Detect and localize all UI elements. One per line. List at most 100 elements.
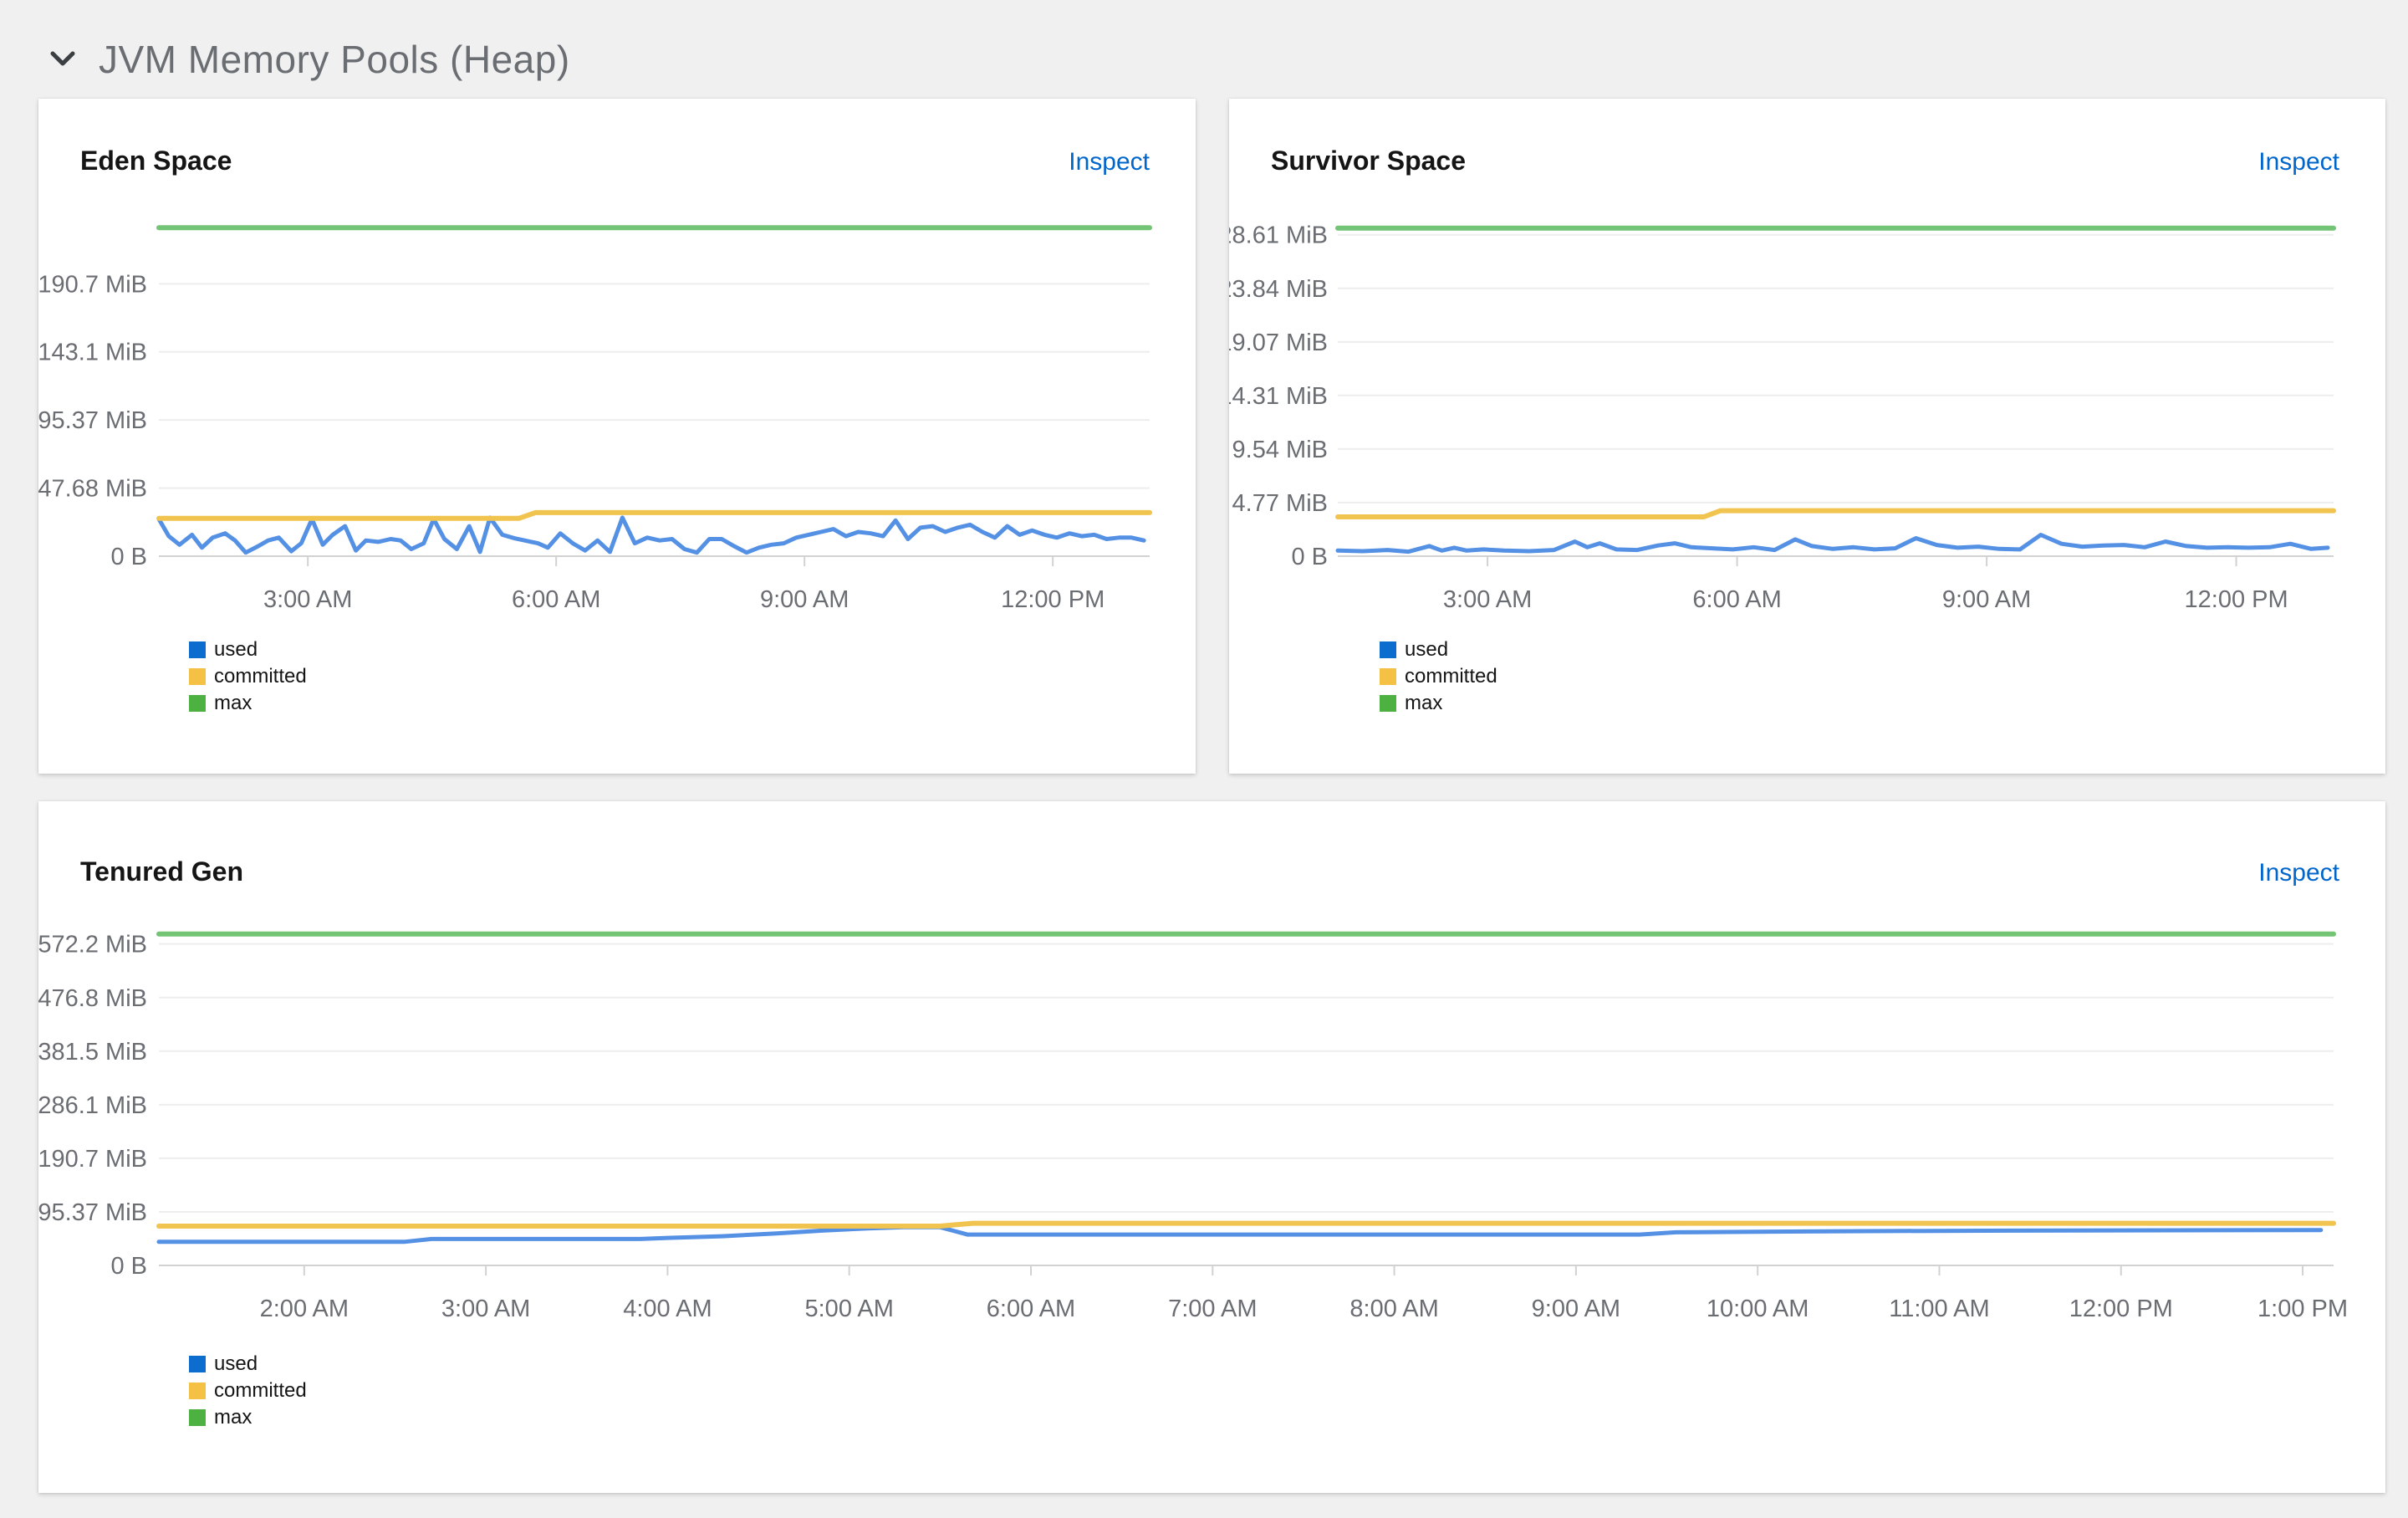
series-used	[156, 1224, 2324, 1245]
series-used	[156, 515, 1146, 555]
svg-text:6:00 AM: 6:00 AM	[987, 1296, 1075, 1322]
svg-text:1:00 PM: 1:00 PM	[2258, 1296, 2348, 1322]
x-axis-labels: 3:00 AM 6:00 AM 9:00 AM 12:00 PM	[1443, 556, 2288, 613]
svg-text:10:00 AM: 10:00 AM	[1707, 1296, 1809, 1322]
section-title: JVM Memory Pools (Heap)	[99, 38, 570, 81]
panel-title: Survivor Space	[1271, 146, 1466, 176]
legend-swatch-committed	[189, 1383, 206, 1399]
svg-text:190.7 MiB: 190.7 MiB	[38, 1146, 147, 1173]
panel-title: Tenured Gen	[80, 856, 243, 887]
series-committed	[156, 1220, 2336, 1229]
y-axis-labels: 572.2 MiB 476.8 MiB 381.5 MiB 286.1 MiB 190.…	[38, 932, 147, 1280]
legend-label: used	[214, 1352, 258, 1375]
chart-canvas: 572.2 MiB 476.8 MiB 381.5 MiB 286.1 MiB 190.…	[38, 932, 2348, 1322]
legend-item-committed: committed	[1380, 666, 1497, 687]
legend-item-max: max	[1380, 693, 1497, 714]
gridlines	[1338, 233, 2334, 557]
svg-text:19.07 MiB: 19.07 MiB	[1229, 330, 1328, 356]
panel-title: Eden Space	[80, 146, 232, 176]
chart-canvas: 28.61 MiB 23.84 MiB 19.07 MiB 14.31 MiB 9.54…	[1229, 222, 2336, 613]
x-axis-labels: 3:00 AM 6:00 AM 9:00 AM 12:00 PM	[263, 556, 1105, 613]
svg-text:9:00 AM: 9:00 AM	[1532, 1296, 1620, 1322]
svg-text:286.1 MiB: 286.1 MiB	[38, 1092, 147, 1119]
legend-item-used: used	[189, 639, 307, 661]
svg-text:0 B: 0 B	[110, 1253, 147, 1280]
inspect-link[interactable]: Inspect	[1069, 148, 1150, 176]
svg-text:6:00 AM: 6:00 AM	[1692, 586, 1781, 613]
svg-text:8:00 AM: 8:00 AM	[1349, 1296, 1438, 1322]
legend-swatch-max	[189, 1409, 206, 1426]
svg-text:9:00 AM: 9:00 AM	[1942, 586, 2031, 613]
panel-tenured-gen: Tenured Gen Inspect 572.2 MiB 476.8 MiB 38…	[38, 801, 2385, 1493]
legend-item-max: max	[189, 1407, 307, 1429]
y-axis-labels: 28.61 MiB 23.84 MiB 19.07 MiB 14.31 MiB 9.54…	[1229, 222, 1328, 570]
chart-legend: used committed max	[189, 639, 307, 714]
legend-swatch-used	[1380, 641, 1396, 658]
svg-text:95.37 MiB: 95.37 MiB	[38, 1199, 147, 1226]
legend-item-committed: committed	[189, 666, 307, 687]
svg-text:381.5 MiB: 381.5 MiB	[38, 1039, 147, 1066]
legend-label: used	[214, 638, 258, 661]
svg-text:12:00 PM: 12:00 PM	[2069, 1296, 2173, 1322]
legend-item-used: used	[1380, 639, 1497, 661]
svg-text:6:00 AM: 6:00 AM	[512, 586, 600, 613]
svg-text:12:00 PM: 12:00 PM	[1001, 586, 1105, 613]
svg-text:5:00 AM: 5:00 AM	[805, 1296, 894, 1322]
legend-swatch-used	[189, 641, 206, 658]
svg-text:47.68 MiB: 47.68 MiB	[38, 476, 147, 503]
svg-text:3:00 AM: 3:00 AM	[263, 586, 352, 613]
svg-text:4:00 AM: 4:00 AM	[623, 1296, 712, 1322]
svg-text:28.61 MiB: 28.61 MiB	[1229, 222, 1328, 249]
svg-text:0 B: 0 B	[110, 544, 147, 570]
svg-text:572.2 MiB: 572.2 MiB	[38, 932, 147, 958]
legend-swatch-max	[1380, 695, 1396, 712]
svg-text:95.37 MiB: 95.37 MiB	[38, 407, 147, 434]
legend-label: committed	[214, 1379, 307, 1402]
panel-eden-space: Eden Space Inspect 190.7 MiB 143.1 MiB 95.…	[38, 99, 1196, 774]
svg-text:3:00 AM: 3:00 AM	[441, 1296, 530, 1322]
chart-canvas: 190.7 MiB 143.1 MiB 95.37 MiB 47.68 MiB 0 B 3…	[38, 225, 1152, 613]
legend-swatch-committed	[189, 668, 206, 685]
series-used	[1335, 533, 2330, 555]
legend-label: max	[214, 1406, 253, 1429]
x-axis-labels: 2:00 AM 3:00 AM 4:00 AM 5:00 AM 6:00 AM 7:00 …	[260, 1265, 2348, 1322]
svg-text:12:00 PM: 12:00 PM	[2185, 586, 2288, 613]
legend-swatch-max	[189, 695, 206, 712]
legend-label: committed	[214, 665, 307, 687]
legend-label: committed	[1405, 665, 1497, 687]
gridlines	[159, 943, 2334, 1266]
svg-text:476.8 MiB: 476.8 MiB	[38, 985, 147, 1012]
inspect-link[interactable]: Inspect	[2258, 859, 2339, 887]
chevron-down-icon	[48, 45, 77, 74]
svg-text:3:00 AM: 3:00 AM	[1443, 586, 1532, 613]
series-committed	[1335, 508, 2336, 519]
legend-swatch-used	[189, 1356, 206, 1372]
svg-text:190.7 MiB: 190.7 MiB	[38, 271, 147, 298]
svg-text:11:00 AM: 11:00 AM	[1889, 1296, 1989, 1322]
svg-text:9:00 AM: 9:00 AM	[760, 586, 849, 613]
legend-item-max: max	[189, 693, 307, 714]
svg-text:2:00 AM: 2:00 AM	[260, 1296, 349, 1322]
legend-item-used: used	[189, 1353, 307, 1375]
chart-legend: used committed max	[189, 1353, 307, 1429]
svg-text:4.77 MiB: 4.77 MiB	[1232, 490, 1328, 517]
gridlines	[159, 283, 1150, 557]
section-toggle-jvm-memory-pools[interactable]: JVM Memory Pools (Heap)	[48, 37, 570, 82]
legend-label: max	[214, 692, 253, 714]
legend-swatch-committed	[1380, 668, 1396, 685]
panel-survivor-space: Survivor Space Inspect 28.61 MiB 23.84 Mi…	[1229, 99, 2385, 774]
svg-text:23.84 MiB: 23.84 MiB	[1229, 276, 1328, 303]
inspect-link[interactable]: Inspect	[2258, 148, 2339, 176]
svg-text:0 B: 0 B	[1291, 544, 1328, 570]
legend-label: max	[1405, 692, 1443, 714]
legend-label: used	[1405, 638, 1449, 661]
y-axis-labels: 190.7 MiB 143.1 MiB 95.37 MiB 47.68 MiB 0 B	[38, 271, 147, 570]
svg-text:14.31 MiB: 14.31 MiB	[1229, 383, 1328, 410]
svg-text:9.54 MiB: 9.54 MiB	[1232, 437, 1328, 463]
svg-text:143.1 MiB: 143.1 MiB	[38, 340, 147, 366]
series-committed	[156, 509, 1152, 521]
chart-legend: used committed max	[1380, 639, 1497, 714]
legend-item-committed: committed	[189, 1380, 307, 1402]
svg-text:7:00 AM: 7:00 AM	[1168, 1296, 1257, 1322]
